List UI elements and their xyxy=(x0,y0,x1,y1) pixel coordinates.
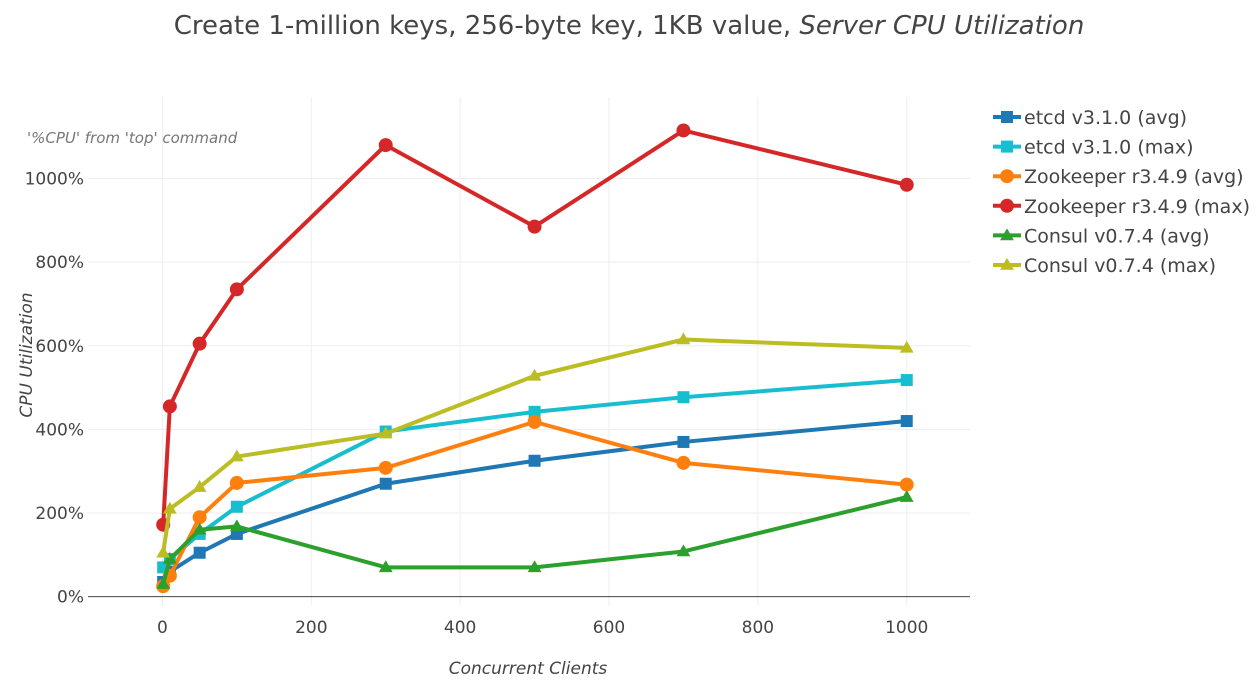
chart-title-main: Create 1-million keys, 256-byte key, 1KB… xyxy=(174,11,800,41)
data-point xyxy=(156,545,171,558)
legend-item[interactable]: Zookeeper r3.4.9 (max) xyxy=(993,196,1250,218)
y-tick-label: 1000% xyxy=(25,170,84,190)
chart-title-italic: Server CPU Utilization xyxy=(799,11,1084,41)
data-point xyxy=(527,219,542,234)
data-point xyxy=(378,138,393,153)
data-point xyxy=(156,577,171,589)
data-point xyxy=(230,500,243,513)
legend-label: Zookeeper r3.4.9 (max) xyxy=(1024,196,1250,218)
series-consul-v0-7-4-avg xyxy=(156,490,914,589)
legend-swatch-marker xyxy=(1000,169,1014,184)
data-point xyxy=(192,510,207,525)
y-tick-label: 200% xyxy=(35,504,84,524)
data-point xyxy=(379,477,392,490)
data-point xyxy=(900,374,913,387)
y-tick-label: 800% xyxy=(35,253,84,273)
data-point xyxy=(527,368,542,381)
x-tick-label: 0 xyxy=(157,618,168,638)
legend-swatch-marker xyxy=(1000,228,1014,241)
legend-item[interactable]: Zookeeper r3.4.9 (avg) xyxy=(993,166,1244,188)
x-tick-label: 1000 xyxy=(885,618,928,638)
data-point xyxy=(899,477,914,492)
data-point xyxy=(528,405,541,418)
series-consul-v0-7-4-max xyxy=(156,332,914,558)
axes: 0 200 400 600 800 1000 0% 200% 400% 600% 800% 1000% xyxy=(25,170,970,638)
series-line xyxy=(161,419,907,588)
legend-label: etcd v3.1.0 (max) xyxy=(1024,137,1194,159)
y-axis-annotation: '%CPU' from 'top' command xyxy=(27,129,238,147)
y-tick-label: 600% xyxy=(35,337,84,357)
legend-item[interactable]: etcd v3.1.0 (max) xyxy=(993,137,1194,159)
data-point xyxy=(378,560,393,573)
data-point xyxy=(677,391,690,404)
data-point xyxy=(162,551,177,564)
data-point xyxy=(162,501,177,514)
data-point xyxy=(528,454,541,467)
data-point xyxy=(676,544,691,557)
series-line xyxy=(161,337,907,554)
data-point xyxy=(899,490,914,502)
data-point xyxy=(676,332,691,345)
legend-item[interactable]: Consul v0.7.4 (max) xyxy=(993,255,1216,277)
data-point xyxy=(527,414,542,429)
legend-label: Zookeeper r3.4.9 (avg) xyxy=(1024,166,1244,188)
data-point xyxy=(162,399,177,414)
legend-swatch-marker xyxy=(1000,198,1014,213)
data-point xyxy=(378,460,393,475)
data-point xyxy=(676,123,691,138)
legend-item[interactable]: Consul v0.7.4 (avg) xyxy=(993,225,1210,247)
legend-swatch-marker xyxy=(1000,257,1014,270)
series-zookeeper-r3-4-9-avg xyxy=(156,414,914,594)
legend-swatch-marker xyxy=(1001,140,1013,153)
data-point xyxy=(378,426,393,439)
legend-swatch-marker xyxy=(1001,111,1013,123)
legend-label: Consul v0.7.4 (max) xyxy=(1024,255,1216,277)
data-point xyxy=(899,340,914,353)
series-line xyxy=(161,128,908,525)
chart-title: Create 1-million keys, 256-byte key, 1KB… xyxy=(174,11,1085,41)
data-point xyxy=(677,435,690,448)
plot-area xyxy=(156,123,914,594)
y-tick-label: 400% xyxy=(35,420,84,440)
data-point xyxy=(229,282,244,297)
data-point xyxy=(900,415,913,428)
series-line xyxy=(161,419,907,584)
legend: etcd v3.1.0 (avg) etcd v3.1.0 (max) Zookee… xyxy=(993,107,1250,277)
x-tick-label: 800 xyxy=(742,618,774,638)
data-point xyxy=(229,475,244,490)
y-axis-title: CPU Utilization xyxy=(17,292,37,417)
data-point xyxy=(229,449,244,462)
legend-label: Consul v0.7.4 (avg) xyxy=(1024,225,1210,247)
legend-label: etcd v3.1.0 (avg) xyxy=(1024,107,1187,129)
y-tick-label: 0% xyxy=(57,588,84,608)
x-tick-label: 600 xyxy=(593,618,625,638)
legend-item[interactable]: etcd v3.1.0 (avg) xyxy=(993,107,1187,129)
x-tick-label: 400 xyxy=(444,618,476,638)
data-point xyxy=(676,455,691,470)
data-point xyxy=(192,336,207,351)
data-point xyxy=(527,560,542,573)
x-axis-title: Concurrent Clients xyxy=(449,659,608,679)
series-zookeeper-r3-4-9-max xyxy=(156,123,914,532)
series-line xyxy=(161,495,908,585)
data-point xyxy=(193,546,206,559)
data-point xyxy=(229,519,244,532)
data-point xyxy=(192,522,207,535)
data-point xyxy=(899,177,914,192)
x-tick-label: 200 xyxy=(295,618,327,638)
data-point xyxy=(192,480,207,492)
